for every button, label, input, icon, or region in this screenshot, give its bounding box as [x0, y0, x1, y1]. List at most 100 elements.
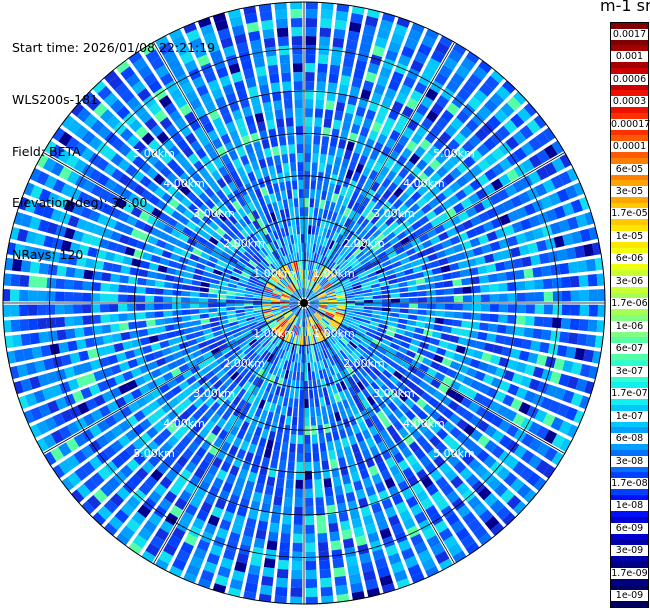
range-gate-cell — [40, 344, 52, 357]
range-gate-cell — [104, 131, 118, 146]
range-gate-cell — [552, 304, 562, 315]
range-gate-cell — [190, 314, 201, 321]
range-gate-cell — [232, 437, 243, 448]
range-gate-cell — [410, 533, 424, 547]
range-gate-cell — [363, 296, 373, 300]
range-gate-cell — [336, 223, 344, 234]
range-gate-cell — [257, 335, 266, 343]
range-gate-cell — [338, 339, 347, 348]
range-gate-cell — [285, 180, 292, 191]
range-gate-cell — [138, 384, 151, 396]
range-gate-cell — [194, 355, 205, 364]
range-gate-cell — [86, 96, 102, 112]
range-gate-cell — [291, 262, 296, 272]
colorbar: 0.0017 0.001 0.0006 0.0003 0.00017 0.0001 6e-0… — [610, 22, 650, 608]
range-gate-cell — [208, 312, 218, 318]
range-gate-cell — [52, 127, 66, 142]
range-gate-cell — [73, 304, 83, 314]
range-gate-cell — [420, 497, 434, 511]
range-gate-cell — [279, 359, 286, 369]
range-gate-cell — [37, 219, 50, 233]
range-gate-cell — [285, 332, 291, 342]
range-gate-cell — [247, 394, 256, 405]
range-gate-cell — [507, 383, 520, 396]
range-gate-cell — [382, 369, 393, 379]
range-gate-cell — [495, 85, 511, 101]
range-gate-cell — [261, 235, 270, 245]
range-gate-cell — [342, 318, 352, 324]
range-gate-cell — [226, 367, 236, 377]
range-gate-cell — [272, 291, 282, 296]
range-gate-cell — [274, 385, 281, 396]
range-gate-cell — [92, 512, 106, 526]
range-gate-cell — [167, 185, 179, 197]
range-gate-cell — [369, 540, 383, 552]
range-gate-cell — [257, 520, 268, 531]
range-gate-cell — [387, 193, 398, 205]
range-gate-cell — [483, 492, 498, 507]
range-gate-cell — [411, 22, 425, 34]
range-gate-cell — [244, 143, 254, 155]
range-gate-cell — [468, 192, 481, 205]
range-gate-cell — [169, 483, 182, 496]
range-gate-cell — [398, 281, 408, 288]
range-gate-cell — [494, 390, 507, 403]
range-gate-cell — [251, 434, 260, 446]
range-gate-cell — [329, 276, 338, 284]
range-gate-cell — [159, 72, 174, 86]
range-gate-cell — [480, 294, 490, 302]
range-gate-cell — [102, 334, 114, 345]
range-gate-cell — [29, 332, 41, 345]
range-gate-cell — [284, 275, 291, 284]
range-gate-cell — [444, 303, 454, 310]
range-gate-cell — [588, 289, 598, 302]
range-gate-cell — [239, 241, 249, 251]
range-gate-cell — [543, 144, 558, 160]
range-gate-cell — [435, 152, 448, 165]
range-gate-cell — [78, 350, 90, 362]
start-time-label: Start time: 2026/01/08 22:21:19 — [12, 40, 216, 56]
range-gate-cell — [395, 92, 408, 105]
range-gate-cell — [410, 503, 423, 517]
range-gate-cell — [411, 416, 423, 428]
range-gate-cell — [261, 138, 271, 150]
range-gate-cell — [238, 321, 248, 328]
range-gate-cell — [271, 449, 280, 460]
range-gate-cell — [245, 313, 255, 319]
range-gate-cell — [159, 364, 170, 375]
range-gate-cell — [252, 376, 261, 386]
range-gate-cell — [134, 375, 146, 387]
range-gate-cell — [325, 100, 335, 111]
range-gate-cell — [249, 352, 258, 361]
range-gate-cell — [190, 285, 201, 292]
range-gate-cell — [275, 404, 282, 415]
range-gate-cell — [542, 179, 556, 193]
range-gate-cell — [341, 121, 352, 132]
range-gate-cell — [317, 309, 326, 314]
range-gate-cell — [60, 409, 74, 423]
range-gate-cell — [317, 292, 326, 297]
range-gate-cell — [95, 157, 109, 172]
range-gate-cell — [16, 228, 29, 243]
range-gate-cell — [244, 311, 255, 316]
range-gate-cell — [377, 153, 388, 165]
range-gate-cell — [312, 283, 319, 292]
range-gate-cell — [122, 340, 133, 351]
range-gate-cell — [232, 200, 242, 211]
range-gate-cell — [307, 279, 311, 289]
range-gate-cell — [343, 217, 352, 228]
range-gate-cell — [570, 392, 584, 407]
range-gate-cell — [182, 278, 193, 285]
range-gate-cell — [309, 301, 319, 303]
range-gate-cell — [359, 355, 369, 365]
range-gate-cell — [13, 243, 25, 257]
range-gate-cell — [173, 416, 185, 428]
range-gate-cell — [290, 282, 296, 291]
range-gate-cell — [492, 344, 504, 355]
range-gate-cell — [211, 87, 224, 100]
range-gate-cell — [38, 403, 52, 418]
range-gate-cell — [76, 107, 92, 123]
range-gate-cell — [505, 136, 520, 151]
range-gate-cell — [128, 473, 143, 488]
